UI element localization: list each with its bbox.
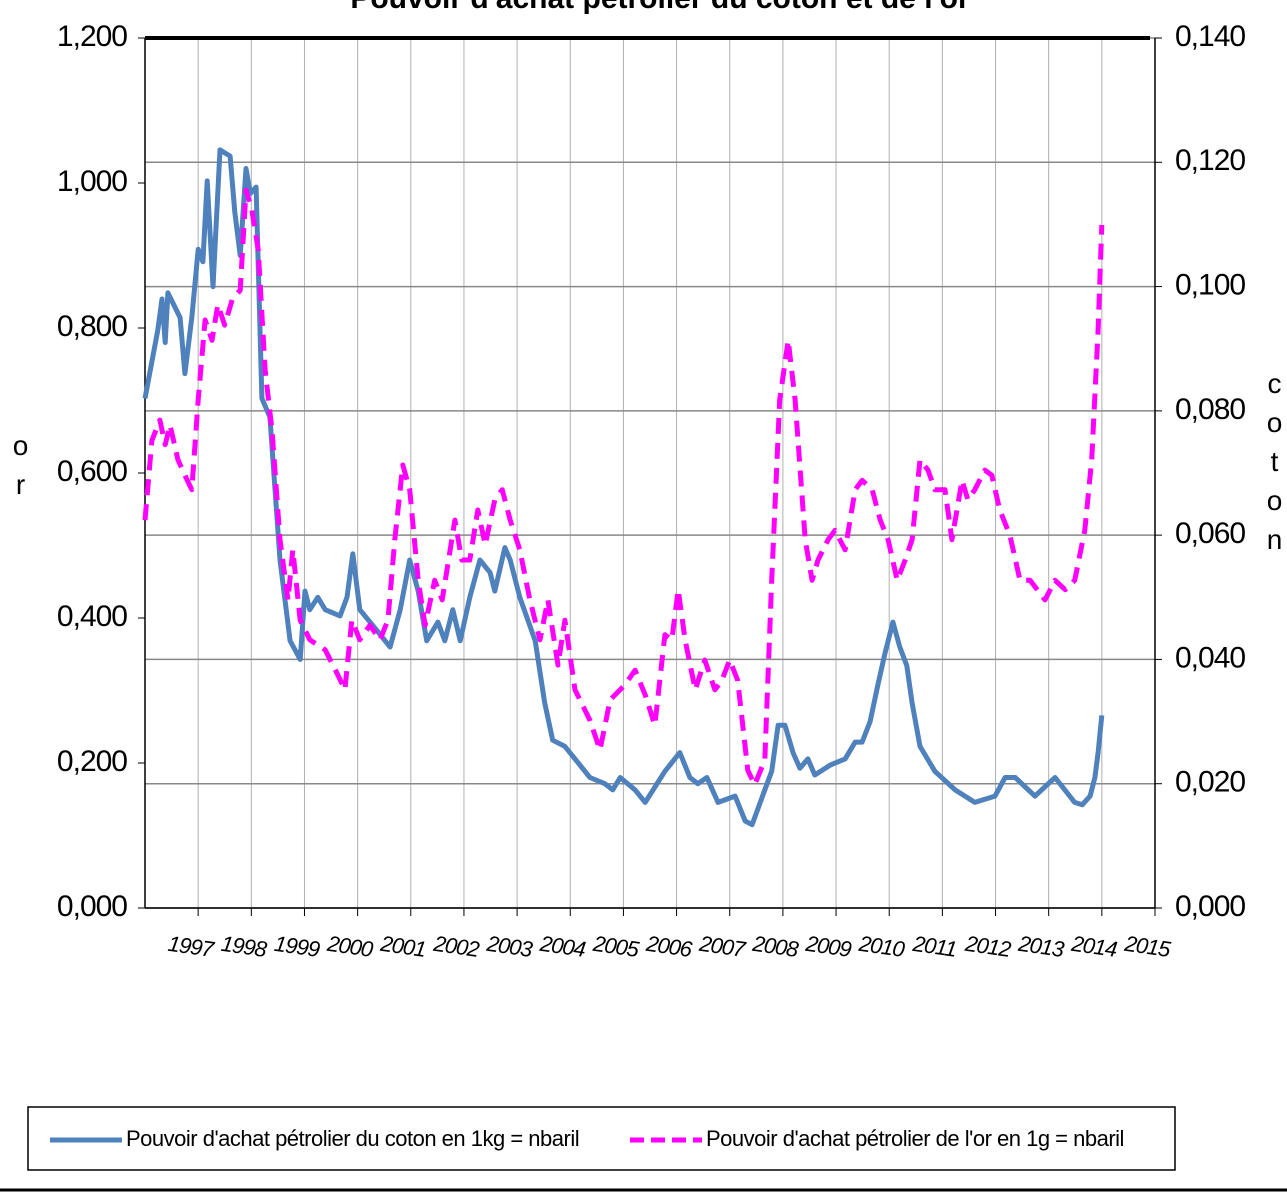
x-tick-label: 2013 <box>1016 931 1067 962</box>
x-tick-label: 2012 <box>963 931 1013 962</box>
y2-tick-label: 0,140 <box>1175 20 1245 53</box>
legend-label: Pouvoir d'achat pétrolier du coton en 1k… <box>126 1126 579 1151</box>
x-tick-label: 2010 <box>856 931 907 962</box>
series-line <box>142 147 1105 828</box>
y-tick-label: 0,000 <box>57 890 127 923</box>
x-tick-label: 2001 <box>378 931 427 962</box>
legend-label: Pouvoir d'achat pétrolier de l'or en 1g … <box>706 1126 1124 1151</box>
legend-box <box>27 1106 1176 1171</box>
x-tick-label: 1999 <box>273 931 322 962</box>
x-tick-label: 2015 <box>1122 931 1173 962</box>
y2-tick-label: 0,100 <box>1175 268 1245 301</box>
y-tick-label: 0,600 <box>57 455 127 488</box>
y-axis-label: or <box>5 430 36 508</box>
y2-tick-label: 0,060 <box>1175 517 1245 550</box>
y2-tick-label: 0,040 <box>1175 641 1245 674</box>
y-tick-label: 1,000 <box>57 165 127 198</box>
x-tick-label: 2014 <box>1069 931 1119 962</box>
y2-tick-label: 0,120 <box>1175 144 1245 177</box>
x-tick-label: 2003 <box>484 931 535 962</box>
y2-axis-label: coton <box>1259 368 1287 563</box>
y-tick-label: 0,400 <box>57 600 127 633</box>
x-tick-label: 2011 <box>910 931 957 962</box>
y2-tick-label: 0,080 <box>1175 393 1245 426</box>
x-tick-label: 2000 <box>325 931 376 962</box>
x-tick-label: 2009 <box>803 931 853 962</box>
x-tick-label: 1998 <box>220 931 270 962</box>
x-tick-label: 2002 <box>431 931 481 962</box>
y-tick-label: 1,200 <box>57 20 127 53</box>
y-tick-label: 0,800 <box>57 310 127 343</box>
series-line <box>142 187 1105 788</box>
x-tick-label: 2005 <box>591 931 642 962</box>
y2-tick-label: 0,020 <box>1175 766 1245 799</box>
x-tick-label: 1997 <box>166 931 216 962</box>
x-tick-label: 2004 <box>538 931 588 962</box>
x-tick-label: 2008 <box>750 931 801 962</box>
y2-tick-label: 0,000 <box>1175 890 1245 923</box>
x-tick-label: 2007 <box>697 931 748 962</box>
x-tick-label: 2006 <box>644 931 695 962</box>
chart-title: Pouvoir d'achat pétrolier du coton et de… <box>350 0 970 15</box>
y-tick-label: 0,200 <box>57 745 127 778</box>
